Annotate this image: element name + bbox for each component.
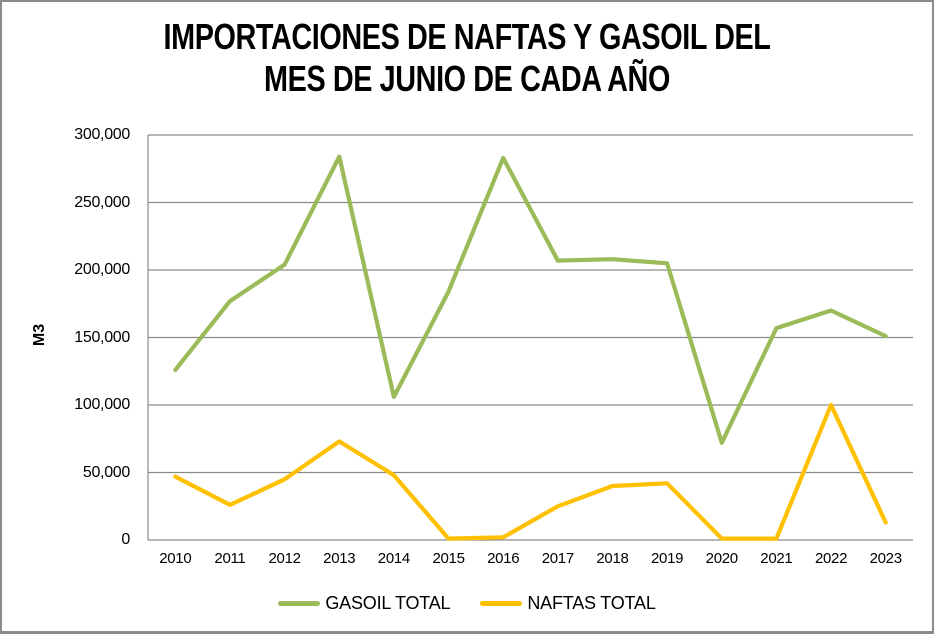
y-tick-label: 250,000 [74, 193, 130, 211]
x-axis-label: 2016 [487, 550, 520, 567]
y-tick-label: 50,000 [82, 463, 130, 481]
y-tick-label: 150,000 [74, 328, 130, 346]
x-axis-label: 2013 [323, 550, 356, 567]
x-axis-label: 2010 [159, 550, 192, 567]
legend-item-naftas: NAFTAS TOTAL [480, 592, 656, 614]
x-axis-label: 2021 [760, 550, 793, 567]
x-axis-label: 2019 [651, 550, 684, 567]
legend-label-naftas: NAFTAS TOTAL [527, 592, 656, 613]
x-axis-label: 2015 [432, 550, 465, 567]
y-tick-label: 300,000 [74, 126, 130, 143]
x-axis-label: 2011 [214, 550, 246, 567]
legend: GASOIL TOTAL NAFTAS TOTAL [2, 590, 932, 616]
legend-label-gasoil: GASOIL TOTAL [325, 592, 451, 613]
chart-title: IMPORTACIONES DE NAFTAS Y GASOIL DEL MES… [95, 16, 839, 100]
chart-title-line2: MES DE JUNIO DE CADA AÑO [264, 58, 670, 99]
x-axis-label: 2023 [869, 550, 902, 567]
x-axis-label: 2012 [268, 550, 301, 567]
x-axis-label: 2017 [541, 550, 574, 567]
gasoil-total-line [173, 154, 888, 445]
x-axis-label: 2014 [377, 550, 410, 567]
chart-title-line1: IMPORTACIONES DE NAFTAS Y GASOIL DEL [163, 16, 771, 57]
x-axis-label: 2020 [705, 550, 738, 567]
y-tick-label: 0 [121, 531, 130, 548]
y-tick-label: 200,000 [74, 261, 130, 278]
gasoil-line-swatch-icon [278, 600, 321, 606]
legend-item-gasoil: GASOIL TOTAL [278, 592, 451, 614]
naftas-line-swatch-icon [480, 600, 523, 606]
x-axis-label: 2022 [814, 550, 848, 567]
x-axis-label: 2018 [596, 550, 629, 567]
naftas-total-line [173, 402, 888, 541]
y-tick-label: 100,000 [74, 396, 130, 413]
